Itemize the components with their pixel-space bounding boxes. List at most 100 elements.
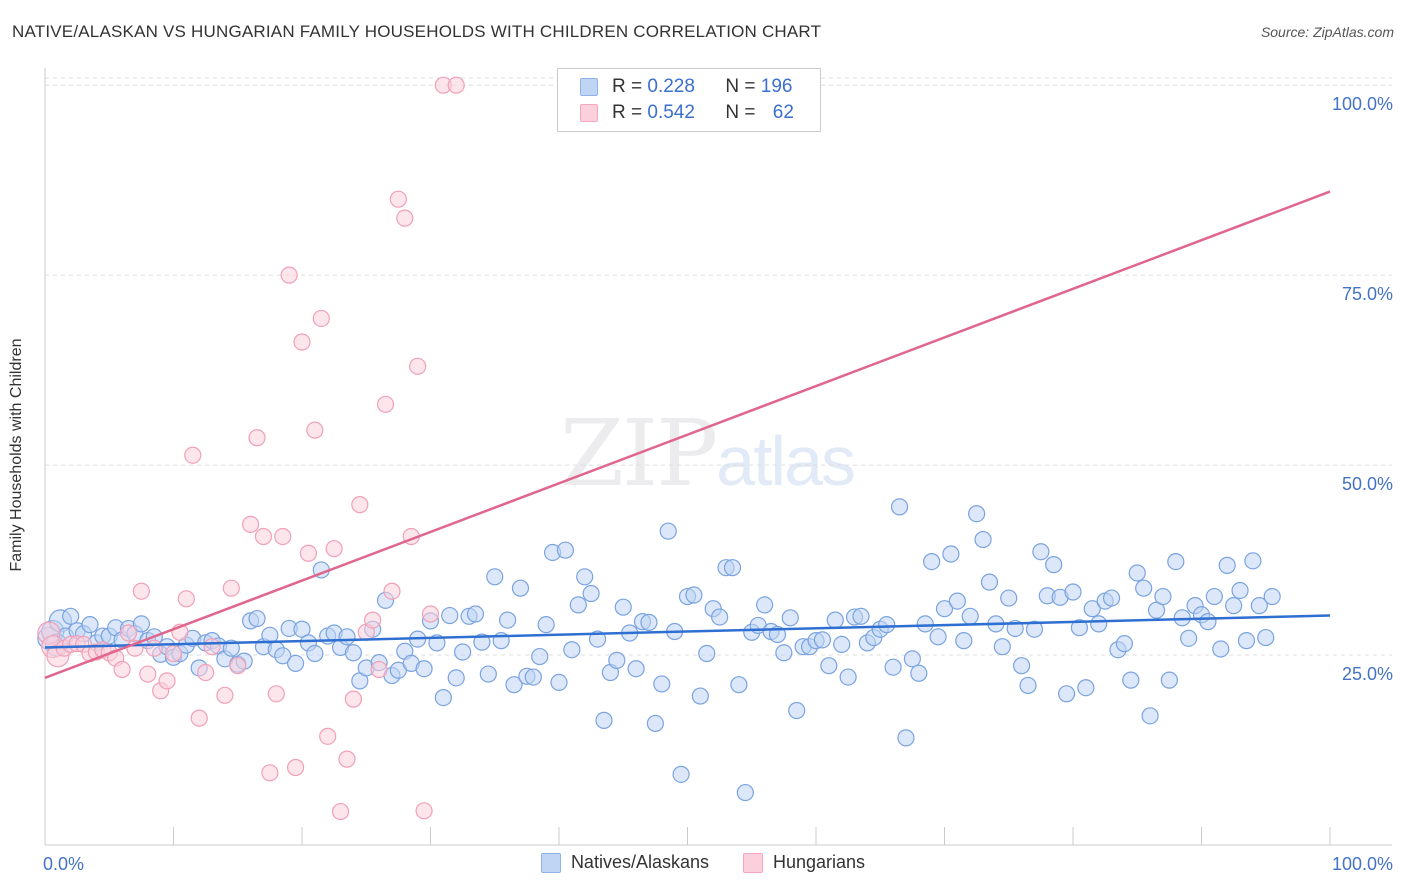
tick-labels: 25.0% 50.0% 75.0% 100.0% 0.0% 100.0% (43, 94, 1393, 874)
y-tick-label-1: 50.0% (1342, 474, 1393, 494)
natives-point-141 (935, 600, 954, 618)
hungarians-point-30 (242, 515, 260, 533)
natives-point-69 (473, 633, 491, 651)
natives-point-189 (1244, 552, 1262, 570)
x-tick-label-end: 100.0% (1332, 854, 1393, 874)
natives-point-176 (1160, 671, 1178, 689)
natives-point-184 (1212, 640, 1230, 658)
natives-point-137 (910, 664, 928, 682)
natives-point-145 (961, 607, 979, 625)
natives-point-125 (833, 635, 851, 654)
natives-point-36 (261, 626, 279, 644)
natives-point-77 (524, 668, 542, 686)
natives-point-63 (434, 688, 452, 707)
n-label: N = (725, 76, 756, 97)
hungarians-point-17 (145, 639, 163, 657)
natives-point-71 (486, 568, 504, 586)
n-label: N = (725, 102, 756, 123)
natives-point-139 (923, 552, 941, 571)
natives-point-185 (1218, 556, 1236, 574)
hungarians-swatch (580, 104, 598, 122)
hungarians-point-41 (312, 309, 330, 328)
natives-point-123 (820, 657, 838, 675)
natives-point-134 (890, 498, 909, 516)
natives-swatch (580, 78, 598, 96)
natives-point-116 (775, 644, 793, 662)
hungarians-point-60 (447, 76, 465, 94)
hungarians-point-33 (261, 764, 279, 782)
natives-point-38 (274, 647, 292, 665)
x-tick-label-start: 0.0% (43, 854, 84, 874)
y-tick-label-2: 75.0% (1342, 284, 1393, 304)
natives-point-65 (447, 669, 465, 687)
natives-point-165 (1090, 615, 1108, 633)
natives-point-97 (653, 675, 671, 693)
natives-point-191 (1257, 628, 1275, 647)
hungarians-point-27 (216, 686, 234, 704)
natives-point-186 (1225, 597, 1243, 615)
natives-point-140 (929, 628, 947, 646)
natives-point-96 (646, 714, 664, 733)
natives-point-74 (505, 676, 523, 694)
natives-point-48 (338, 628, 356, 646)
axes (44, 68, 1392, 846)
natives-point-144 (955, 632, 973, 650)
natives-point-30 (222, 639, 240, 657)
natives-point-126 (839, 668, 857, 686)
natives-point-40 (286, 654, 305, 673)
natives-point-172 (1135, 579, 1153, 597)
hungarians-legend-swatch (743, 852, 763, 873)
correlation-legend: R = 0.228 N = 196 R = 0.542 N = 62 (557, 68, 821, 132)
natives-point-49 (344, 644, 362, 662)
natives-point-110 (736, 783, 754, 802)
source-label: Source: ZipAtlas.com (1260, 24, 1394, 40)
natives-point-66 (454, 643, 472, 661)
natives-point-90 (608, 651, 626, 669)
legend-item-natives[interactable]: Natives/Alaskans (540, 852, 709, 873)
natives-point-175 (1154, 587, 1172, 606)
natives-point-151 (1000, 589, 1018, 607)
natives-point-188 (1237, 632, 1256, 650)
hungarians-n-value: 62 (772, 102, 794, 123)
natives-point-163 (1077, 679, 1095, 697)
series-natives-points (37, 498, 1281, 802)
natives-point-136 (903, 650, 921, 668)
r-label: R = (612, 76, 643, 97)
hungarians-point-45 (338, 750, 356, 768)
natives-point-68 (466, 605, 485, 623)
natives-point-155 (1025, 620, 1044, 638)
natives-point-117 (781, 609, 799, 627)
hungarians-point-24 (190, 709, 208, 727)
hungarians-point-29 (229, 657, 247, 675)
natives-point-156 (1032, 543, 1050, 561)
natives-point-34 (248, 609, 266, 628)
hungarians-point-28 (222, 579, 240, 597)
hungarians-point-20 (164, 644, 183, 663)
y-tick-label-0: 25.0% (1342, 664, 1393, 684)
natives-point-177 (1167, 552, 1185, 571)
hungarians-point-34 (267, 685, 285, 703)
natives-point-73 (499, 611, 517, 629)
hungarians-point-12 (113, 660, 131, 679)
natives-point-146 (968, 505, 986, 523)
natives-point-84 (569, 596, 587, 614)
natives-point-106 (711, 608, 729, 626)
hungarians-point-43 (325, 540, 343, 558)
natives-point-100 (672, 765, 690, 783)
natives-point-82 (556, 541, 575, 559)
natives-point-192 (1263, 587, 1281, 606)
chart-title: NATIVE/ALASKAN VS HUNGARIAN FAMILY HOUSE… (12, 22, 822, 41)
natives-point-133 (884, 658, 902, 676)
hungarians-point-25 (197, 663, 215, 682)
hungarians-point-16 (139, 665, 157, 683)
hungarians-point-37 (286, 758, 305, 777)
hungarians-point-22 (177, 590, 195, 608)
hungarians-point-50 (370, 660, 388, 679)
legend-item-hungarians[interactable]: Hungarians (743, 852, 865, 873)
natives-r-value: 0.228 (647, 76, 695, 97)
natives-point-85 (576, 568, 594, 586)
hungarians-point-42 (319, 727, 337, 745)
hungarians-point-56 (409, 357, 427, 375)
natives-point-43 (306, 644, 324, 663)
